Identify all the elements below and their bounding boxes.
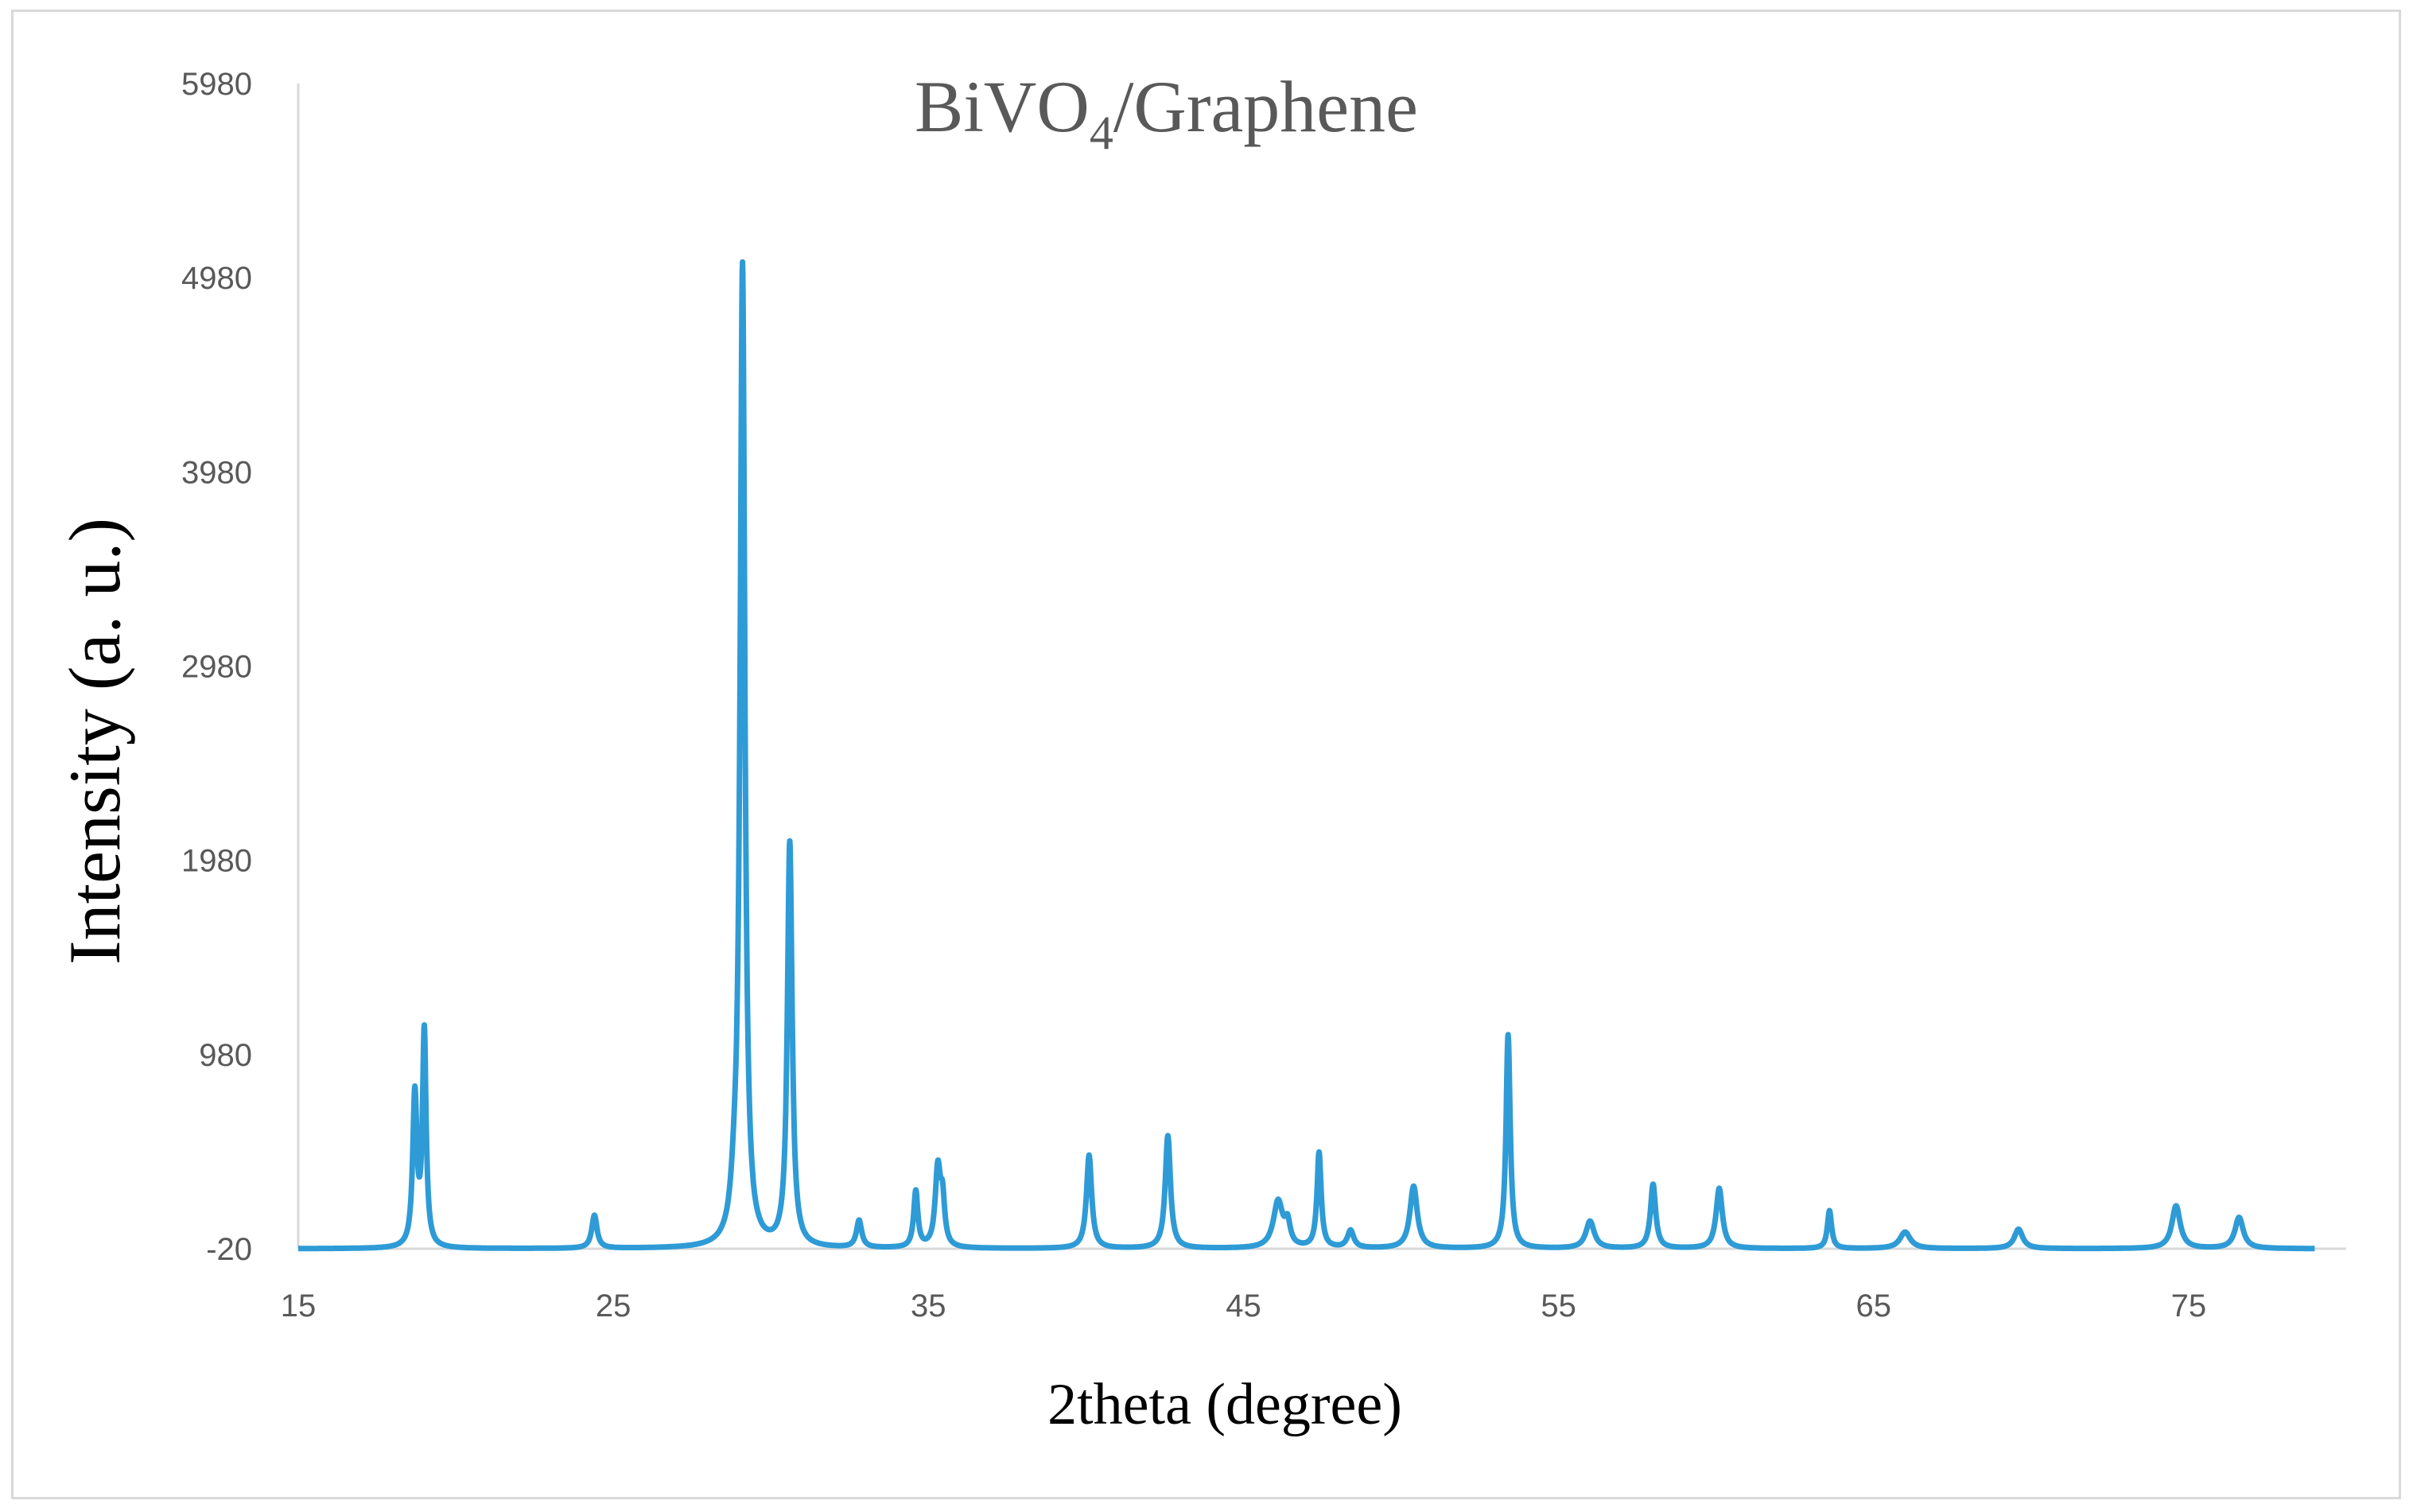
y-tick-labels: -20 980 1980 2980 3980 4980 5980 [181,67,252,1267]
y-tick-label: 980 [199,1038,252,1073]
chart-frame [11,10,2401,1499]
x-tick-label: 25 [596,1289,631,1323]
x-tick-label: 35 [911,1289,946,1323]
chart-title-subscript: 4 [1090,107,1113,159]
y-tick-label: 1980 [181,844,252,879]
x-tick-label: 75 [2171,1289,2207,1323]
x-tick-label: 45 [1226,1289,1261,1323]
x-tick-label: 15 [281,1289,317,1323]
chart-title-main: BiVO [915,66,1090,147]
chart-title: BiVO4/Graphene [915,66,1418,159]
x-tick-labels: 15 25 35 45 55 65 75 [281,1289,2206,1323]
y-axis-title: Intensity (a. u.) [54,518,135,965]
series-line [295,258,2318,1252]
y-tick-label: -20 [206,1232,252,1267]
y-tick-label: 3980 [181,455,252,490]
y-tick-label: 5980 [181,67,252,102]
y-tick-label: 4980 [181,261,252,296]
chart-title-suffix: /Graphene [1113,66,1418,147]
x-tick-label: 65 [1856,1289,1892,1323]
y-tick-label: 2980 [181,650,252,685]
x-tick-label: 55 [1541,1289,1576,1323]
x-axis-title: 2theta (degree) [1047,1372,1402,1437]
